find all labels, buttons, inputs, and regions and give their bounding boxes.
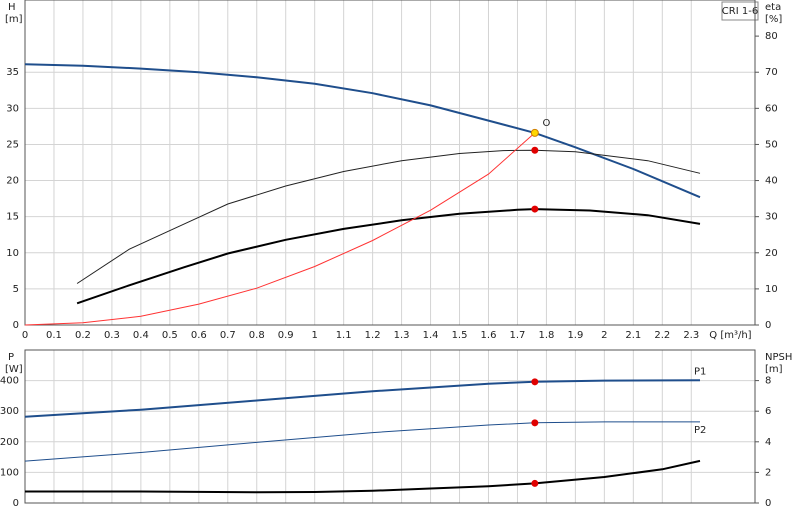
x-tick-label: 0.4 [133, 330, 149, 341]
x-axis-label: Q [m³/h] [709, 330, 751, 341]
plot-frame [24, 0, 756, 326]
x-tick-label: 2.1 [625, 330, 641, 341]
y-tick-label: 10 [6, 248, 19, 259]
y2-tick-label: 4 [765, 437, 771, 448]
y2-tick-label: 60 [765, 103, 778, 114]
point [530, 128, 539, 137]
curve [25, 459, 701, 494]
y-tick-label: 35 [6, 67, 19, 78]
y2-tick-label: 30 [765, 212, 778, 223]
x-tick-label: 1.1 [336, 330, 352, 341]
y-axis-label: H [8, 2, 16, 13]
y-tick-label: 0 [13, 498, 19, 509]
x-tick-label: 1.7 [510, 330, 526, 341]
y-tick-label: 5 [13, 284, 19, 295]
point [531, 205, 539, 213]
point [531, 146, 539, 154]
x-tick-label: 1.3 [394, 330, 410, 341]
y-tick-label: 300 [0, 406, 19, 417]
y2-tick-label: 8 [765, 376, 771, 387]
x-tick-label: 0.1 [46, 330, 62, 341]
y2-axis-unit: [m] [765, 364, 783, 375]
x-tick-label: 1.6 [481, 330, 497, 341]
y2-tick-label: 0 [765, 320, 771, 331]
y-tick-label: 30 [6, 103, 19, 114]
y2-tick-label: 50 [765, 139, 778, 150]
y2-tick-label: 80 [765, 31, 778, 42]
series-label: P2 [694, 425, 706, 436]
curve [24, 421, 700, 462]
curve [24, 379, 701, 418]
point [531, 378, 539, 386]
curve-label: CRI 1-6 [722, 6, 758, 17]
y-axis-unit: [m] [5, 14, 23, 25]
point [531, 479, 539, 487]
y2-tick-label: 20 [765, 248, 778, 259]
x-tick-label: 1.5 [452, 330, 468, 341]
y-axis-label: P [8, 352, 14, 363]
x-tick-label: 2 [601, 330, 607, 341]
y2-axis-label: NPSH [765, 352, 792, 363]
x-tick-label: 0.7 [220, 330, 236, 341]
curve [24, 63, 701, 199]
x-tick-label: 0.8 [249, 330, 265, 341]
y-tick-label: 200 [0, 437, 19, 448]
y-tick-label: 400 [0, 376, 19, 387]
x-tick-label: 0.2 [75, 330, 91, 341]
x-tick-label: 0.5 [162, 330, 178, 341]
y-tick-label: 20 [6, 176, 19, 187]
x-tick-label: 0.9 [278, 330, 294, 341]
y2-axis-unit: [%] [765, 14, 782, 25]
x-tick-label: 1.2 [365, 330, 381, 341]
y2-tick-label: 40 [765, 176, 778, 187]
x-tick-label: 2.3 [683, 330, 699, 341]
label-box [721, 1, 759, 21]
y2-tick-label: 2 [765, 467, 771, 478]
y2-tick-label: 0 [765, 498, 771, 509]
y-tick-label: 25 [6, 139, 19, 150]
x-tick-label: 0 [22, 330, 28, 341]
y-tick-label: 100 [0, 467, 19, 478]
y2-tick-label: 10 [765, 284, 778, 295]
y-tick-label: 15 [6, 212, 19, 223]
y2-tick-label: 6 [765, 406, 771, 417]
x-tick-label: 2.2 [654, 330, 670, 341]
y-axis-unit: [W] [5, 364, 23, 375]
y2-tick-label: 70 [765, 67, 778, 78]
x-tick-label: 0.3 [104, 330, 120, 341]
curve [76, 208, 701, 305]
series-label: P1 [694, 366, 706, 377]
annotation: O [542, 118, 550, 129]
plot-frame [24, 349, 756, 504]
curve [24, 132, 536, 326]
point [531, 419, 539, 427]
x-tick-label: 1.9 [567, 330, 583, 341]
y2-axis-label: eta [765, 2, 781, 13]
y-tick-label: 0 [13, 320, 19, 331]
curve [76, 149, 701, 284]
x-tick-label: 0.6 [191, 330, 207, 341]
x-tick-label: 1.8 [538, 330, 554, 341]
x-tick-label: 1 [311, 330, 317, 341]
x-tick-label: 1.4 [423, 330, 439, 341]
